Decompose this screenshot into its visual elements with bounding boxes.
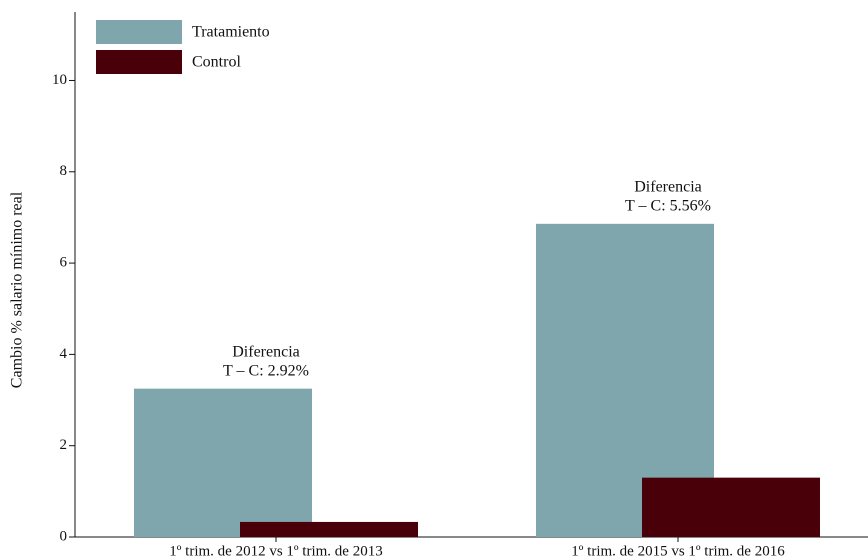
x-tick-label: 1º trim. de 2012 vs 1º trim. de 2013 [169,543,382,559]
y-tick-label: 4 [60,346,68,362]
legend-label: Tratamiento [192,24,270,41]
bar [240,521,418,537]
bar [642,477,820,537]
legend-label: Control [192,54,241,71]
annotation: Diferencia [634,178,702,195]
annotation: T – C: 2.92% [223,362,309,379]
annotation: T – C: 5.56% [625,197,711,214]
legend-swatch [96,50,182,74]
y-tick-label: 2 [60,437,68,453]
y-axis-label: Cambio % salario mínimo real [9,191,26,388]
y-tick-label: 10 [52,72,67,88]
x-tick-label: 1º trim. de 2015 vs 1º trim. de 2016 [571,543,785,559]
y-tick-label: 0 [60,528,68,544]
legend-swatch [96,20,182,44]
annotation: Diferencia [232,343,300,360]
y-tick-label: 8 [60,163,68,179]
y-tick-label: 6 [60,255,68,271]
bar [134,388,312,537]
